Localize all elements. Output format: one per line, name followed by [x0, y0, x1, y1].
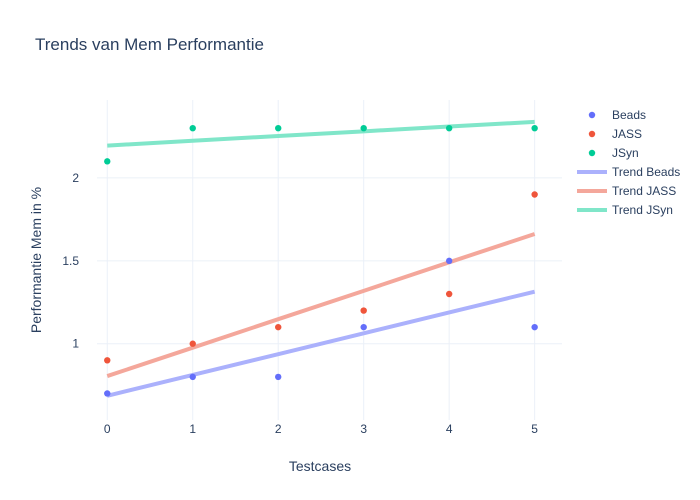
x-axis-label: Testcases: [289, 458, 351, 474]
legend-item[interactable]: JSyn: [588, 146, 639, 160]
legend-item[interactable]: Beads: [588, 108, 646, 122]
legend-item[interactable]: Trend Beads: [577, 165, 680, 179]
legend-item[interactable]: Trend JASS: [577, 184, 676, 198]
x-tick-label: 0: [104, 422, 111, 436]
data-point[interactable]: [531, 124, 538, 132]
data-point[interactable]: [189, 373, 196, 381]
grid: [97, 100, 562, 420]
trend-line-3: [106, 289, 536, 398]
x-axis-ticks: 0 1 2 3 4 5: [104, 422, 538, 436]
y-tick-label: 2: [72, 171, 79, 185]
legend-label: Beads: [612, 108, 646, 122]
legend-label: Trend JASS: [612, 184, 676, 198]
trend-lines: [106, 119, 536, 398]
data-points: [104, 124, 538, 397]
x-tick-label: 1: [189, 422, 196, 436]
data-point[interactable]: [189, 340, 196, 347]
x-tick-label: 3: [360, 422, 367, 436]
y-axis-label: Performantie Mem in %: [28, 187, 44, 333]
data-point[interactable]: [360, 124, 367, 132]
data-point[interactable]: [531, 323, 538, 331]
data-point[interactable]: [360, 323, 367, 331]
y-tick-label: 1.5: [62, 254, 79, 268]
y-tick-label: 1: [72, 337, 79, 351]
chart-title: Trends van Mem Performantie: [35, 35, 264, 54]
data-point[interactable]: [104, 158, 111, 165]
legend-label: JASS: [612, 127, 642, 141]
legend-label: Trend JSyn: [612, 203, 673, 217]
data-point[interactable]: [445, 124, 453, 132]
data-point[interactable]: [275, 373, 282, 381]
legend-marker: [588, 130, 596, 138]
legend-marker: [588, 149, 596, 157]
legend-marker: [588, 111, 596, 119]
legend-item[interactable]: Trend JSyn: [577, 203, 673, 217]
data-point[interactable]: [275, 124, 282, 132]
x-tick-label: 4: [446, 422, 453, 436]
legend[interactable]: Beads JASS JSyn Trend Beads Trend JASS Trend …: [577, 108, 680, 217]
legend-label: JSyn: [612, 146, 639, 160]
data-point[interactable]: [445, 290, 453, 298]
trend-line-5: [107, 119, 535, 148]
data-point[interactable]: [445, 257, 453, 265]
legend-label: Trend Beads: [612, 165, 680, 179]
data-point[interactable]: [104, 390, 111, 397]
data-point[interactable]: [531, 191, 538, 198]
x-tick-label: 5: [531, 422, 538, 436]
data-point[interactable]: [189, 124, 196, 132]
data-point[interactable]: [360, 307, 367, 314]
data-point[interactable]: [104, 357, 111, 364]
y-axis-ticks: 11.52: [62, 171, 79, 351]
legend-item[interactable]: JASS: [588, 127, 642, 141]
data-point[interactable]: [275, 323, 282, 331]
trend-line-4: [106, 232, 536, 378]
x-tick-label: 2: [275, 422, 282, 436]
